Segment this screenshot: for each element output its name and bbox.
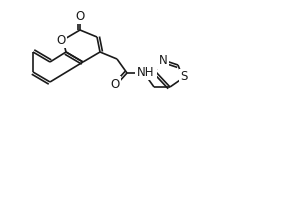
Text: O: O [75, 9, 85, 22]
Text: O: O [110, 77, 120, 90]
Text: O: O [56, 33, 66, 46]
Text: NH: NH [137, 66, 155, 78]
Text: S: S [180, 71, 188, 84]
Text: N: N [159, 54, 167, 68]
